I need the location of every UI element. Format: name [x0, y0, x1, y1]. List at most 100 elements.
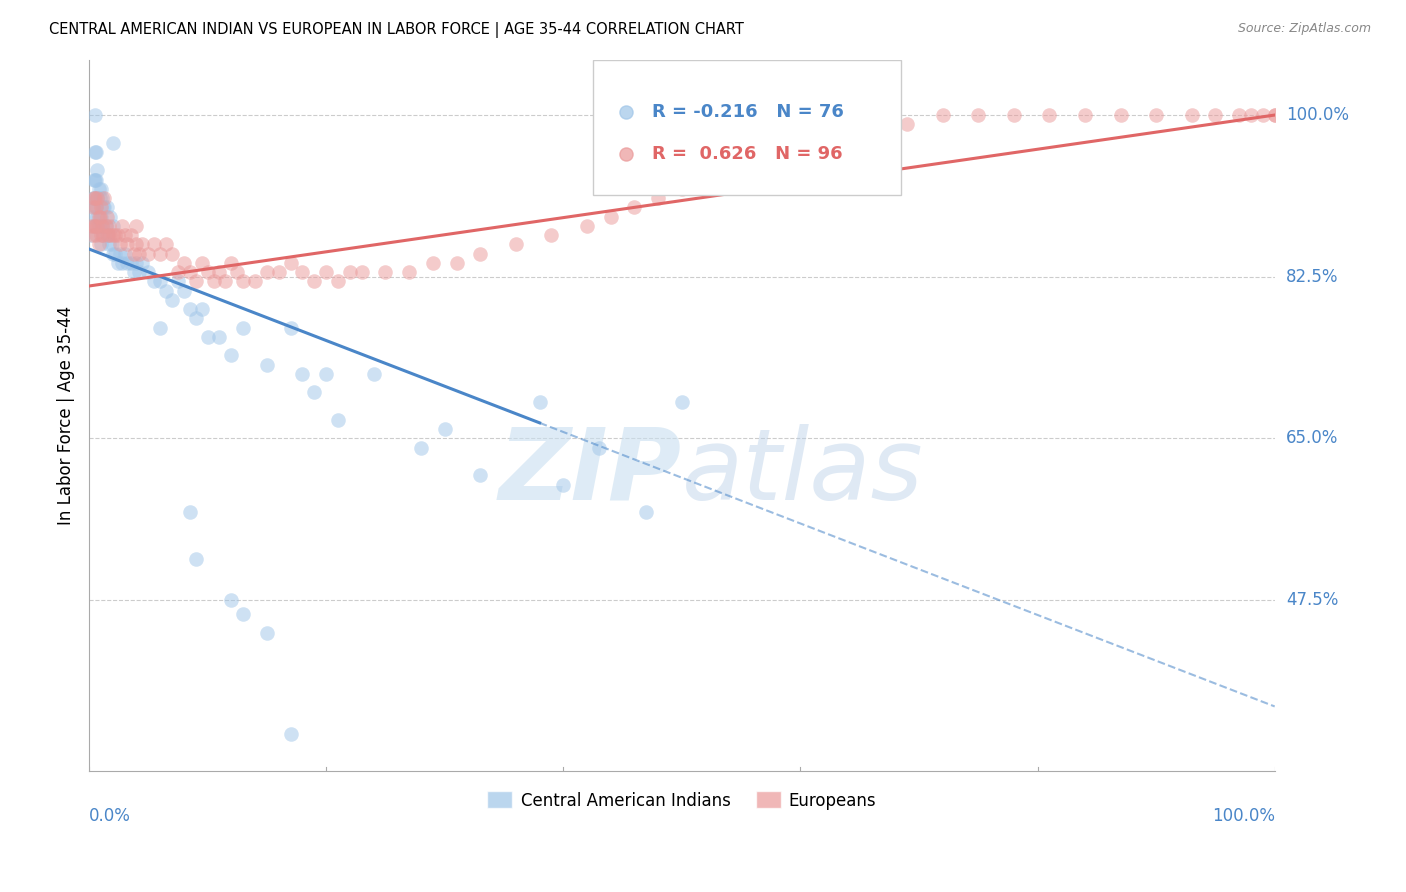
- Point: [505, 237, 527, 252]
- Point: [90, 210, 112, 224]
- Point: [860, 127, 883, 141]
- Point: [128, 246, 150, 260]
- Point: [143, 237, 166, 252]
- Point: [470, 468, 492, 483]
- Point: [125, 219, 148, 233]
- Point: [87, 210, 110, 224]
- Point: [1240, 108, 1263, 122]
- Point: [184, 311, 207, 326]
- Point: [97, 228, 120, 243]
- Point: [90, 228, 112, 243]
- Point: [89, 210, 111, 224]
- Point: [184, 274, 207, 288]
- Point: [91, 191, 114, 205]
- Point: [363, 367, 385, 381]
- Point: [84, 108, 107, 122]
- Point: [350, 265, 373, 279]
- Point: [614, 231, 637, 245]
- Point: [125, 237, 148, 252]
- Point: [90, 237, 112, 252]
- Point: [167, 265, 190, 279]
- Point: [84, 201, 107, 215]
- Point: [122, 246, 145, 260]
- Point: [256, 625, 278, 640]
- Point: [111, 219, 134, 233]
- Point: [446, 256, 468, 270]
- Point: [433, 422, 456, 436]
- Point: [825, 136, 848, 150]
- Point: [588, 441, 610, 455]
- Point: [1181, 108, 1204, 122]
- Point: [84, 145, 107, 159]
- Point: [82, 228, 104, 243]
- Point: [173, 284, 195, 298]
- Point: [101, 219, 124, 233]
- Text: atlas: atlas: [682, 424, 924, 521]
- Point: [422, 256, 444, 270]
- Point: [173, 256, 195, 270]
- Point: [315, 265, 337, 279]
- Point: [101, 136, 124, 150]
- Point: [232, 320, 254, 334]
- Point: [89, 191, 111, 205]
- Point: [470, 246, 492, 260]
- Point: [114, 246, 136, 260]
- Point: [179, 505, 201, 519]
- Point: [184, 551, 207, 566]
- Point: [128, 265, 150, 279]
- Point: [100, 237, 122, 252]
- Point: [374, 265, 396, 279]
- Point: [96, 201, 118, 215]
- Point: [160, 293, 183, 307]
- Point: [100, 228, 122, 243]
- Point: [93, 191, 115, 205]
- Point: [83, 219, 105, 233]
- Text: 65.0%: 65.0%: [1286, 429, 1339, 448]
- Point: [232, 607, 254, 621]
- Point: [91, 219, 114, 233]
- Point: [932, 108, 955, 122]
- Point: [84, 228, 107, 243]
- Point: [86, 219, 108, 233]
- Point: [80, 228, 103, 243]
- Point: [82, 210, 104, 224]
- Point: [101, 228, 124, 243]
- Point: [280, 256, 302, 270]
- Point: [553, 477, 575, 491]
- Point: [160, 246, 183, 260]
- Legend: Central American Indians, Europeans: Central American Indians, Europeans: [481, 785, 883, 816]
- Point: [280, 320, 302, 334]
- Point: [190, 256, 212, 270]
- Point: [967, 108, 990, 122]
- Point: [221, 593, 243, 607]
- Point: [149, 320, 172, 334]
- Point: [1264, 108, 1286, 122]
- Point: [84, 191, 107, 205]
- Point: [304, 385, 326, 400]
- Point: [115, 237, 138, 252]
- Point: [120, 256, 142, 270]
- Text: R =  0.626   N = 96: R = 0.626 N = 96: [652, 145, 842, 163]
- Point: [221, 348, 243, 362]
- Point: [647, 191, 669, 205]
- Point: [243, 274, 266, 288]
- Point: [87, 182, 110, 196]
- Point: [107, 228, 129, 243]
- Point: [83, 172, 105, 186]
- Point: [86, 191, 108, 205]
- Point: [256, 265, 278, 279]
- Point: [614, 176, 637, 190]
- Point: [86, 191, 108, 205]
- Point: [304, 274, 326, 288]
- Point: [89, 219, 111, 233]
- Point: [90, 182, 112, 196]
- Point: [540, 228, 562, 243]
- Point: [529, 394, 551, 409]
- Point: [96, 210, 118, 224]
- Point: [143, 274, 166, 288]
- Point: [91, 219, 114, 233]
- Text: 100.0%: 100.0%: [1212, 806, 1275, 825]
- Text: 0.0%: 0.0%: [89, 806, 131, 825]
- Point: [84, 145, 107, 159]
- Point: [706, 172, 728, 186]
